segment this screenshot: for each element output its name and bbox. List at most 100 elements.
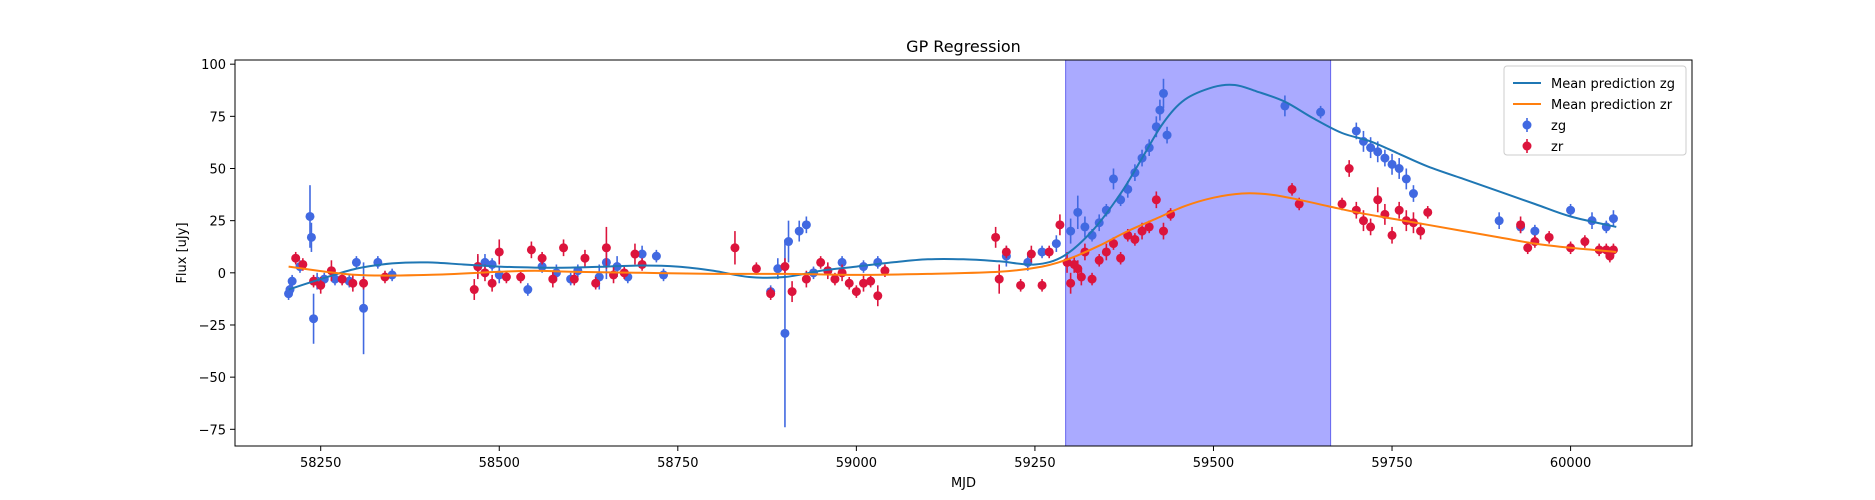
- data-point: [1366, 222, 1376, 232]
- data-point: [316, 280, 326, 290]
- data-point: [1137, 226, 1147, 236]
- data-point: [859, 278, 869, 288]
- data-point: [330, 274, 340, 284]
- data-point: [1316, 107, 1326, 117]
- plot-area: [284, 59, 1618, 447]
- data-point: [1351, 126, 1361, 136]
- data-point: [1076, 272, 1086, 282]
- x-tick-label: 59250: [1014, 456, 1055, 471]
- data-point: [1044, 247, 1054, 257]
- x-tick-label: 59000: [836, 456, 877, 471]
- legend-label: Mean prediction zr: [1551, 98, 1673, 113]
- y-tick-label: −50: [199, 371, 226, 386]
- data-point: [851, 287, 861, 297]
- data-point: [816, 257, 826, 267]
- data-point: [305, 211, 315, 221]
- data-point: [873, 257, 883, 267]
- data-point: [523, 285, 533, 295]
- data-point: [1544, 232, 1554, 242]
- data-point: [801, 274, 811, 284]
- chart-title: GP Regression: [906, 37, 1021, 56]
- legend-label: zg: [1551, 119, 1566, 134]
- data-point: [1408, 189, 1418, 199]
- data-point: [780, 328, 790, 338]
- data-point: [569, 274, 579, 284]
- y-axis: −75 −50 −25 0 25 50 75 100: [199, 58, 235, 438]
- data-point: [1037, 280, 1047, 290]
- series-line-Mean-prediction-zg: [288, 83, 1617, 291]
- y-tick-label: 75: [209, 110, 226, 125]
- data-point: [1608, 245, 1618, 255]
- data-point: [591, 278, 601, 288]
- data-point: [1094, 255, 1104, 265]
- data-point: [526, 245, 536, 255]
- data-point: [1144, 222, 1154, 232]
- data-point: [880, 266, 890, 276]
- data-point: [473, 262, 483, 272]
- data-point: [309, 314, 319, 324]
- data-point: [1087, 274, 1097, 284]
- data-point: [773, 264, 783, 274]
- data-point: [580, 253, 590, 263]
- legend-entry: Mean prediction zg: [1513, 77, 1675, 92]
- y-tick-label: −25: [199, 319, 226, 334]
- y-tick-label: 50: [209, 162, 226, 177]
- data-point: [637, 259, 647, 269]
- data-point: [1155, 105, 1165, 115]
- plot-frame: [234, 59, 1693, 447]
- data-point: [537, 262, 547, 272]
- y-tick-label: 25: [209, 215, 226, 230]
- data-point: [1394, 205, 1404, 215]
- data-point: [348, 278, 358, 288]
- data-point: [351, 257, 361, 267]
- data-point: [784, 237, 794, 247]
- data-point: [548, 274, 558, 284]
- data-point: [730, 243, 740, 253]
- data-point: [306, 232, 316, 242]
- data-point: [1494, 216, 1504, 226]
- legend-entry: zr: [1522, 139, 1564, 155]
- x-tick-label: 58750: [657, 456, 698, 471]
- data-point: [637, 249, 647, 259]
- data-point: [469, 285, 479, 295]
- data-point: [651, 251, 661, 261]
- y-tick-label: 100: [201, 58, 226, 73]
- legend-box: [1503, 65, 1687, 156]
- data-point: [298, 259, 308, 269]
- data-point: [537, 253, 547, 263]
- data-point: [751, 264, 761, 274]
- data-point: [487, 278, 497, 288]
- data-point: [487, 259, 497, 269]
- legend: Mean prediction zg Mean prediction zr zg zr: [1503, 65, 1687, 156]
- data-point: [1073, 207, 1083, 217]
- data-point: [630, 249, 640, 259]
- legend-entry: zg: [1522, 118, 1566, 134]
- data-point: [380, 272, 390, 282]
- data-point: [1516, 220, 1526, 230]
- x-tick-label: 59500: [1193, 456, 1234, 471]
- data-point: [1373, 147, 1383, 157]
- data-point: [1130, 234, 1140, 244]
- data-point: [337, 274, 347, 284]
- data-point: [1566, 205, 1576, 215]
- data-point: [1530, 226, 1540, 236]
- data-point: [359, 303, 369, 313]
- data-point: [601, 243, 611, 253]
- data-point: [1380, 153, 1390, 163]
- data-point: [1108, 174, 1118, 184]
- data-point: [1387, 230, 1397, 240]
- data-point: [1108, 239, 1118, 249]
- data-point: [1101, 247, 1111, 257]
- y-tick-label: −75: [199, 423, 226, 438]
- data-point: [766, 289, 776, 299]
- data-point: [1051, 239, 1061, 249]
- data-point: [1001, 247, 1011, 257]
- data-point: [1358, 216, 1368, 226]
- data-point: [1373, 195, 1383, 205]
- data-point: [559, 243, 569, 253]
- data-point: [787, 287, 797, 297]
- data-point: [501, 272, 511, 282]
- data-point: [291, 253, 301, 263]
- data-point: [1423, 207, 1433, 217]
